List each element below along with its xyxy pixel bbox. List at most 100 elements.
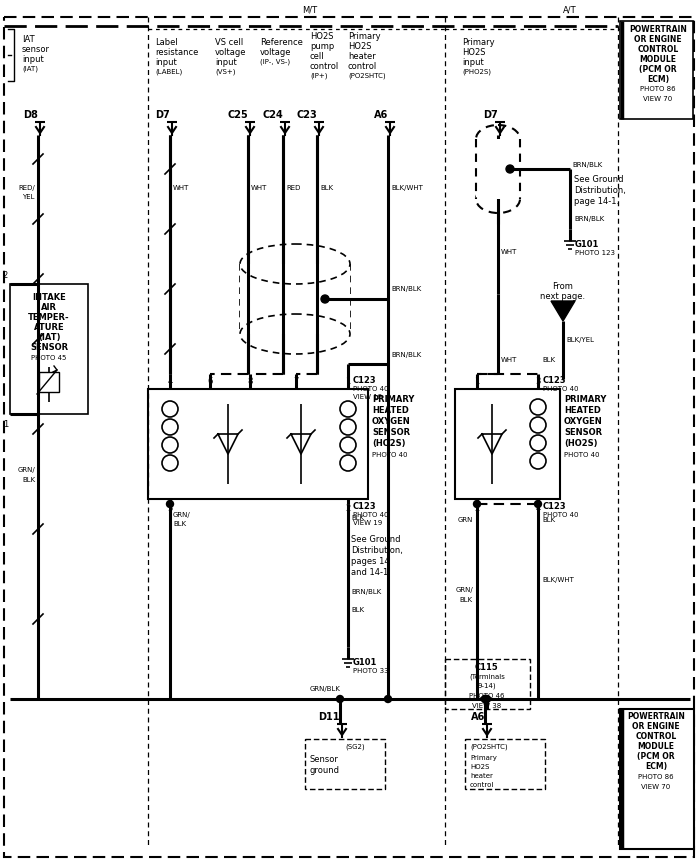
Text: 1: 1 [475,376,480,386]
Text: BRN/BLK: BRN/BLK [572,162,602,168]
Text: 4: 4 [535,504,541,512]
Text: SENSOR: SENSOR [372,428,410,437]
Text: OXYGEN: OXYGEN [564,417,603,425]
Text: (PHO2S): (PHO2S) [462,68,491,74]
Text: 3: 3 [168,504,172,512]
Text: MODULE: MODULE [637,741,674,750]
Text: See Ground: See Ground [351,535,401,543]
Text: (IAT): (IAT) [38,332,60,342]
Text: and 14-1.: and 14-1. [351,567,391,576]
Circle shape [506,166,514,174]
Text: PHOTO 40: PHOTO 40 [543,511,579,517]
Text: PHOTO 45: PHOTO 45 [31,355,67,361]
Text: sensor: sensor [22,45,50,54]
Text: 4: 4 [168,376,172,386]
Text: (HO2S): (HO2S) [564,438,597,448]
Text: 8: 8 [247,376,253,386]
Text: input: input [462,58,484,67]
Text: 1: 1 [346,376,350,386]
Text: WHT: WHT [251,185,267,191]
Text: (IAT): (IAT) [22,65,38,71]
Text: Reference: Reference [260,38,303,47]
Text: VIEW 70: VIEW 70 [641,784,671,789]
Text: BLK/WHT: BLK/WHT [391,185,423,191]
Bar [10,285,88,414]
Text: BRN/BLK: BRN/BLK [391,286,422,292]
Text: PHOTO 123: PHOTO 123 [575,250,615,256]
Text: heater: heater [470,772,493,778]
Text: input: input [22,55,44,64]
Text: TEMPER-: TEMPER- [28,313,70,322]
Text: HO2S: HO2S [462,48,486,57]
Text: GRN/: GRN/ [455,586,473,592]
Text: AIR: AIR [41,303,57,312]
Bar [455,389,560,499]
Text: BLK: BLK [542,517,555,523]
Text: GRN/BLK: GRN/BLK [309,685,341,691]
Text: RED: RED [286,185,300,191]
Text: G101: G101 [353,657,378,666]
Text: IAT: IAT [22,35,35,44]
Text: A6: A6 [373,110,388,120]
Text: PHOTO 86: PHOTO 86 [638,773,674,779]
Text: VS cell: VS cell [215,38,243,47]
Text: (VS+): (VS+) [215,68,235,74]
Text: A: A [560,308,566,317]
Text: OR ENGINE: OR ENGINE [634,35,682,44]
Text: C123: C123 [543,501,567,511]
Text: WHT: WHT [173,185,189,191]
Text: C23: C23 [296,110,317,120]
Text: heater: heater [348,52,376,61]
Text: D8: D8 [23,110,38,120]
Text: D7: D7 [483,110,498,120]
Text: BRN/BLK: BRN/BLK [351,588,381,594]
Text: 2: 2 [3,270,8,280]
Text: (IP-, VS-): (IP-, VS-) [260,58,290,65]
Text: PHOTO 40: PHOTO 40 [353,511,389,517]
Text: voltage: voltage [260,48,292,57]
Text: POWERTRAIN: POWERTRAIN [629,25,687,34]
Text: VIEW 38: VIEW 38 [473,703,502,709]
Text: BLK: BLK [460,597,473,603]
Text: (IP+): (IP+) [310,72,327,78]
Text: 9-14): 9-14) [477,682,496,689]
Text: 3: 3 [535,376,541,386]
Text: (Terminals: (Terminals [469,673,505,679]
Text: HEATED: HEATED [372,406,409,414]
Circle shape [535,501,542,508]
Text: (PO2SHTC): (PO2SHTC) [348,72,385,78]
Text: input: input [155,58,177,67]
Text: PHOTO 40: PHOTO 40 [543,386,579,392]
Text: G101: G101 [575,239,600,249]
Text: VIEW 70: VIEW 70 [644,96,673,102]
Text: GRN/: GRN/ [173,511,191,517]
Circle shape [167,501,174,508]
Text: 7: 7 [293,376,299,386]
Text: Distribution,: Distribution, [574,186,626,195]
Text: BRN/BLK: BRN/BLK [391,351,422,357]
Text: PRIMARY: PRIMARY [372,394,415,404]
Text: A6: A6 [470,711,485,722]
Text: From: From [553,282,574,291]
Text: C123: C123 [543,375,567,385]
Bar [476,139,520,200]
Circle shape [482,696,489,703]
Bar [620,709,694,849]
Text: OXYGEN: OXYGEN [372,417,410,425]
Text: MODULE: MODULE [639,55,676,64]
Text: (PO2SHTC): (PO2SHTC) [470,743,507,750]
Text: CONTROL: CONTROL [637,45,678,54]
Text: SENSOR: SENSOR [564,428,602,437]
Text: BLK/YEL: BLK/YEL [566,337,594,343]
Bar [465,739,545,789]
Text: PHOTO 40: PHOTO 40 [372,451,408,457]
Text: YEL: YEL [22,194,35,200]
Bar [39,373,59,393]
Text: D7: D7 [155,110,170,120]
Text: C123: C123 [353,375,377,385]
Text: Distribution,: Distribution, [351,545,403,554]
Text: PHOTO 40: PHOTO 40 [353,386,389,392]
Text: M/T: M/T [302,5,318,14]
Text: GRN/: GRN/ [17,467,35,473]
Text: Primary: Primary [470,754,497,760]
